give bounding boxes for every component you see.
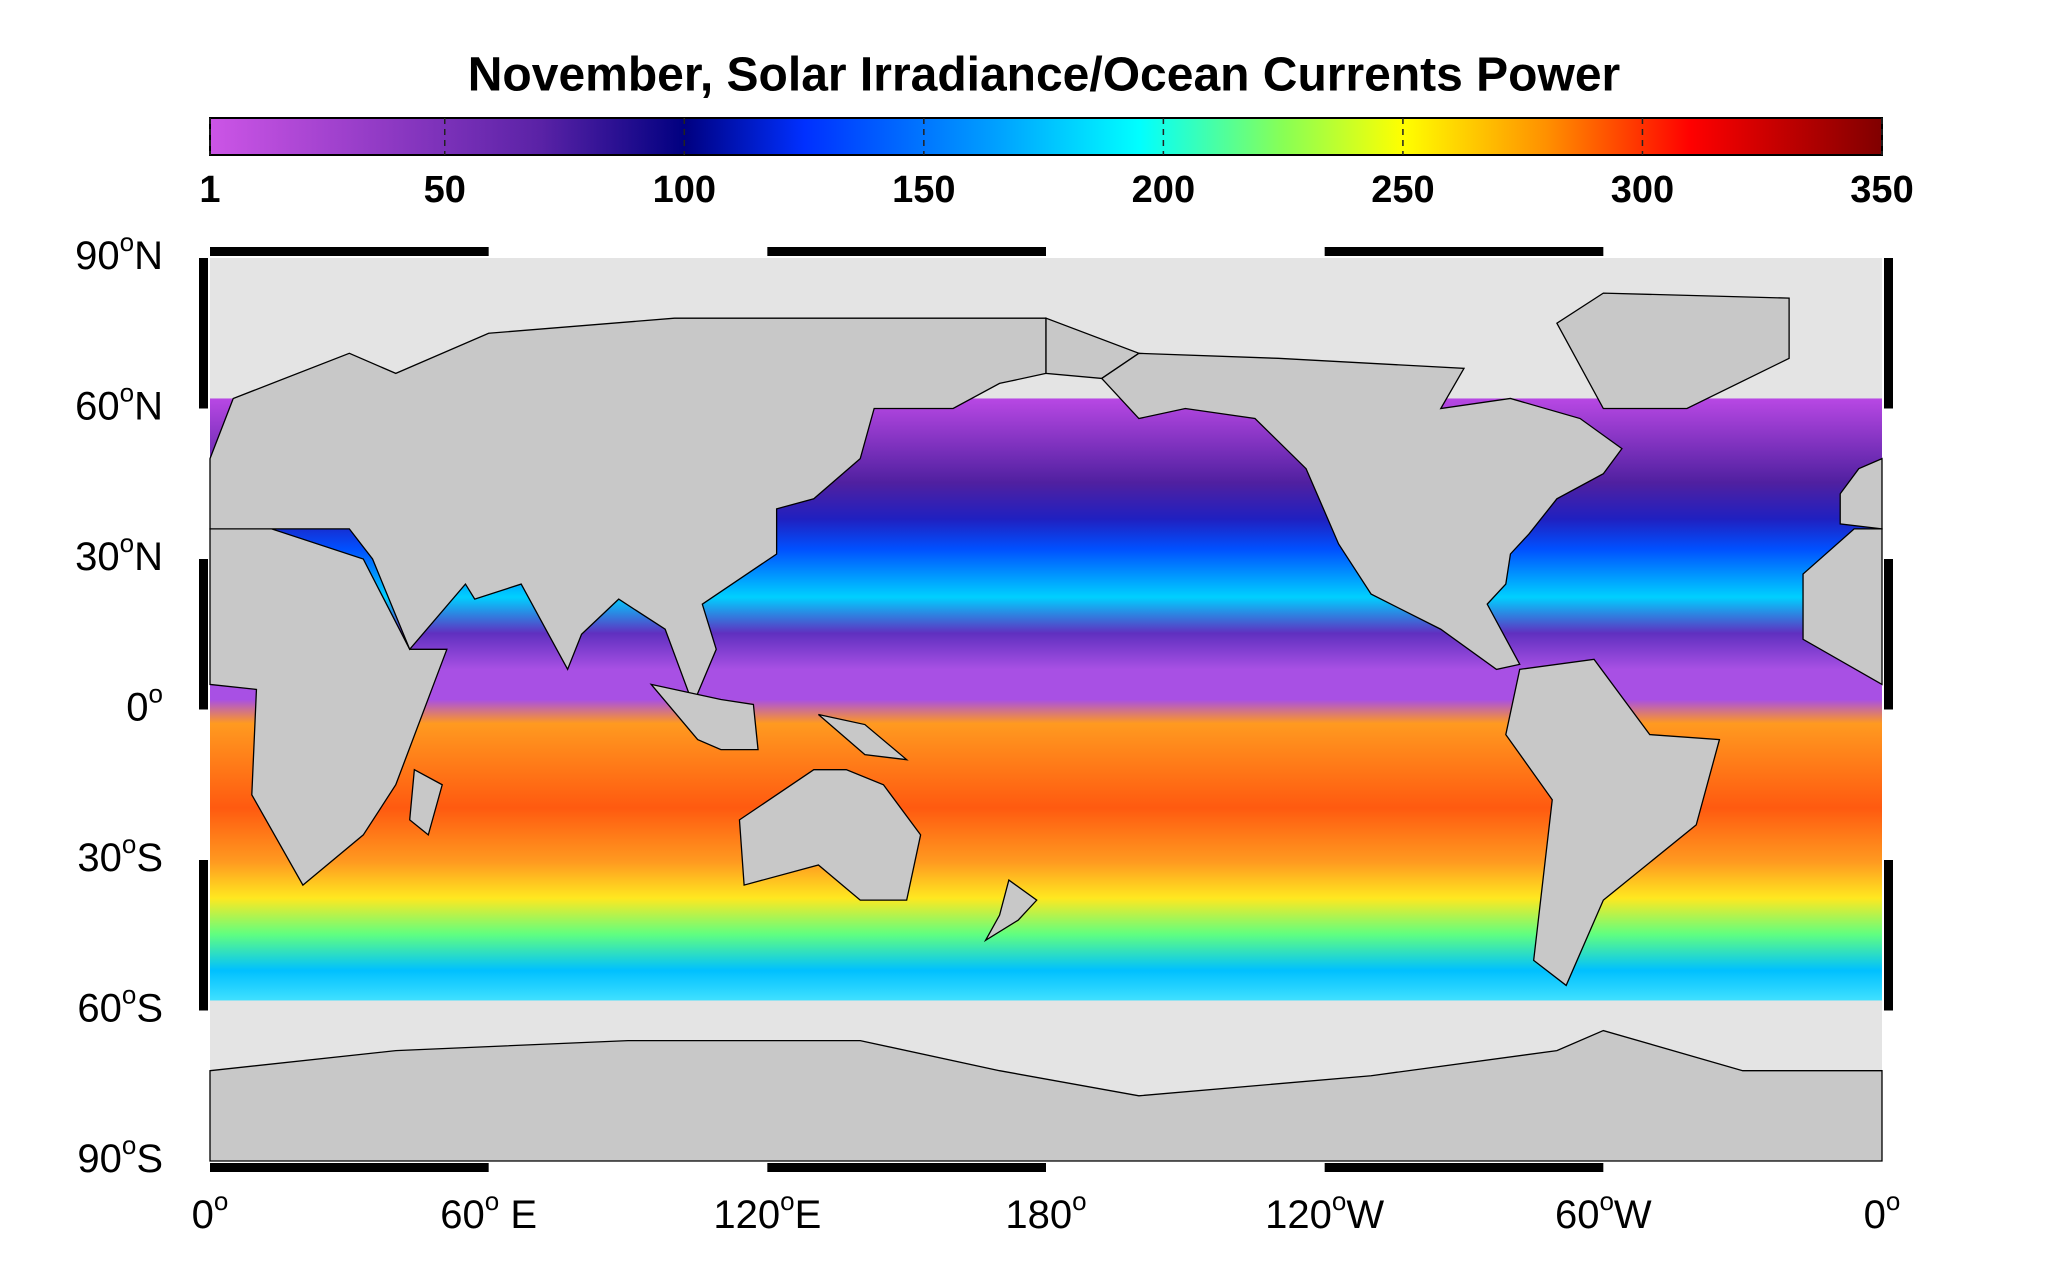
title: November, Solar Irradiance/Ocean Current… [468, 49, 1620, 102]
colorbar: 1 50 100 150 200 250 300 350 [199, 117, 1914, 211]
colorbar-label: 300 [1611, 169, 1674, 211]
frame-bar [210, 1163, 489, 1172]
degree-mark: o [120, 227, 134, 257]
lon-label-number: 180 [1005, 1193, 1072, 1237]
lat-label-number: 90 [75, 234, 120, 278]
lat-label: 30oS [77, 829, 163, 880]
degree-mark: o [1332, 1186, 1346, 1216]
lat-label: 90oS [77, 1130, 163, 1181]
lat-label-number: 90 [77, 1137, 122, 1181]
frame-bar [1884, 559, 1893, 710]
lat-label-hemisphere: N [134, 234, 163, 278]
lat-label-number: 0 [126, 685, 148, 729]
land [409, 768, 443, 837]
land [1556, 292, 1790, 410]
land [1100, 352, 1623, 671]
degree-mark: o [1072, 1186, 1086, 1216]
land [983, 878, 1038, 943]
lat-label-number: 30 [75, 535, 120, 579]
land [649, 683, 759, 751]
lon-label-number: 0 [1864, 1193, 1886, 1237]
lat-label-hemisphere: S [136, 986, 163, 1030]
lat-label-hemisphere: N [134, 535, 163, 579]
lon-label: 120oE [713, 1186, 821, 1237]
map [209, 258, 1883, 1162]
lon-label: 60o E [440, 1186, 537, 1237]
lon-label-number: 60 [1555, 1193, 1600, 1237]
frame-bar [199, 559, 208, 710]
lat-label-number: 60 [75, 384, 120, 428]
land [1802, 528, 1883, 686]
frame-bar [1324, 247, 1604, 256]
degree-mark: o [780, 1186, 794, 1216]
frame-bar [199, 258, 208, 409]
lat-label-hemisphere: S [136, 836, 163, 880]
degree-mark: o [485, 1186, 499, 1216]
colorbar-label: 100 [653, 169, 716, 211]
lon-label-number: 120 [1265, 1193, 1332, 1237]
land [817, 713, 909, 761]
lon-label: 60oW [1555, 1186, 1652, 1237]
colorbar-label: 1 [199, 169, 220, 211]
lat-label-hemisphere: N [134, 384, 163, 428]
degree-mark: o [122, 829, 136, 859]
lon-label-hemisphere: E [499, 1193, 537, 1237]
colorbar-label: 200 [1132, 169, 1195, 211]
lon-label-number: 0 [192, 1193, 214, 1237]
land [1839, 457, 1883, 530]
lon-label: 180o [1005, 1186, 1086, 1237]
frame-bar [210, 247, 489, 256]
degree-mark: o [122, 979, 136, 1009]
lat-label: 0o [126, 678, 163, 729]
lon-label-hemisphere: E [795, 1193, 822, 1237]
lon-label-number: 60 [440, 1193, 485, 1237]
frame-bar [1884, 258, 1893, 409]
degree-mark: o [120, 377, 134, 407]
lon-label-hemisphere: W [1614, 1193, 1652, 1237]
degree-mark: o [149, 678, 163, 708]
land [1505, 658, 1721, 987]
lat-label-number: 30 [77, 836, 122, 880]
lat-label-number: 60 [77, 986, 122, 1030]
lat-label-hemisphere: S [136, 1137, 163, 1181]
frame-bar [767, 247, 1046, 256]
frame-bar [1324, 1163, 1604, 1172]
lat-label: 30oN [75, 528, 163, 579]
lat-label: 60oS [77, 979, 163, 1030]
degree-mark: o [214, 1186, 228, 1216]
degree-mark: o [122, 1130, 136, 1160]
lat-label: 60oN [75, 377, 163, 428]
lon-label: 0o [192, 1186, 229, 1237]
degree-mark: o [1599, 1186, 1613, 1216]
land [209, 1029, 1883, 1162]
lon-label-number: 120 [713, 1193, 780, 1237]
colorbar-label: 50 [424, 169, 466, 211]
lon-label: 120oW [1265, 1186, 1384, 1237]
colorbar-label: 150 [892, 169, 955, 211]
lat-label: 90oN [75, 227, 163, 278]
frame-bar [1884, 860, 1893, 1011]
colorbar-label: 250 [1371, 169, 1434, 211]
lon-label-hemisphere: W [1346, 1193, 1384, 1237]
colorbar-label: 350 [1850, 169, 1913, 211]
frame-bar [767, 1163, 1046, 1172]
colorbar-fill [209, 117, 1883, 156]
degree-mark: o [120, 528, 134, 558]
frame-bar [199, 860, 208, 1011]
land [738, 769, 922, 901]
land [209, 317, 1047, 707]
lon-label: 0o [1864, 1186, 1901, 1237]
degree-mark: o [1886, 1186, 1900, 1216]
